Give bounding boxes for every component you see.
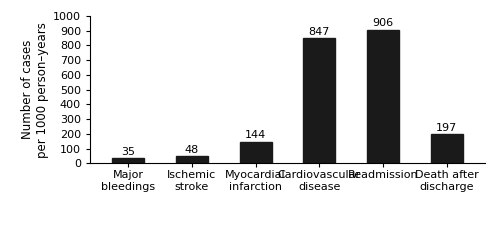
Bar [431,134,462,163]
Bar [240,142,272,163]
Bar [367,30,399,163]
Text: 847: 847 [308,27,330,37]
Text: 906: 906 [372,18,394,28]
Text: 197: 197 [436,123,458,133]
Bar [176,156,208,163]
Y-axis label: Number of cases
per 1000 person–years: Number of cases per 1000 person–years [21,22,49,158]
Text: 48: 48 [185,145,199,155]
Bar [304,38,336,163]
Text: 35: 35 [121,146,135,156]
Text: 144: 144 [245,131,266,141]
Bar [112,158,144,163]
